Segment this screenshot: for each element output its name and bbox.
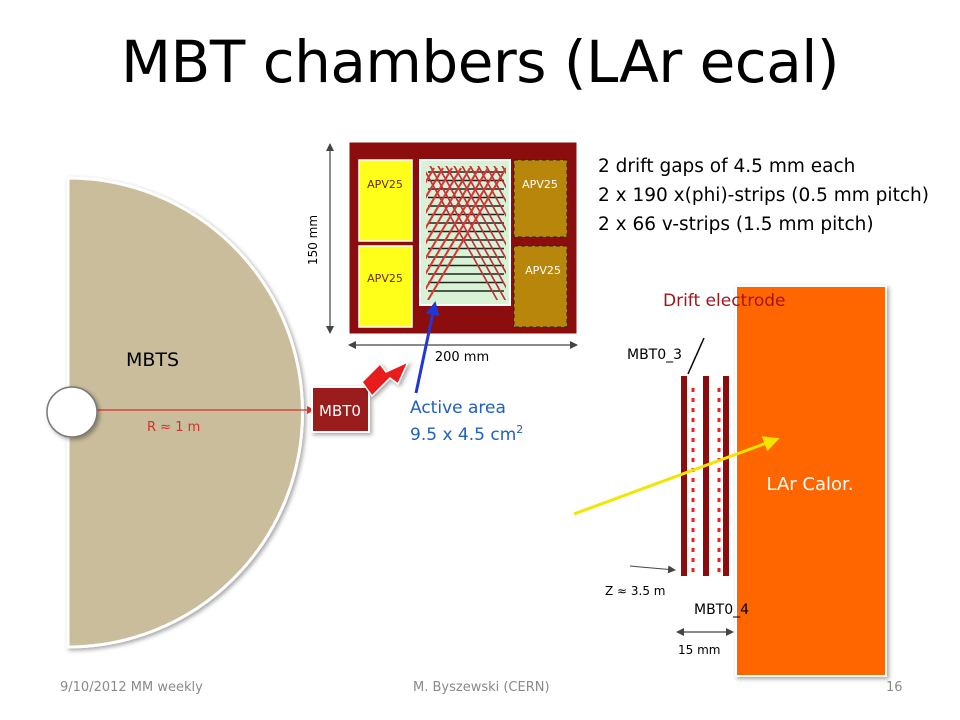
z-position-pointer bbox=[629, 565, 676, 574]
mbt0-label: MBT0 bbox=[319, 402, 361, 420]
mbt0-3-pointer bbox=[687, 337, 705, 375]
apv25-chip-top-left bbox=[358, 159, 413, 242]
mbt0-4-label: MBT0_4 bbox=[694, 602, 749, 618]
mbts-disk bbox=[66, 176, 304, 649]
beam-pipe-circle bbox=[46, 386, 98, 438]
mbt0-4-plate bbox=[723, 376, 729, 576]
apv25-chip-top-right bbox=[513, 159, 568, 238]
apv25-label-top-right: APV25 bbox=[522, 178, 558, 191]
readout-strips bbox=[426, 166, 506, 300]
v-strip bbox=[426, 167, 444, 199]
drift-electrode-label: Drift electrode bbox=[663, 291, 785, 311]
z-position-label: Z ≈ 3.5 m bbox=[605, 584, 666, 598]
mbt0-3-plate-inner bbox=[703, 376, 709, 576]
active-area-label: Active area bbox=[410, 398, 506, 418]
v-strip bbox=[485, 166, 506, 203]
gap-dimension-label: 15 mm bbox=[678, 643, 720, 657]
lar-calorimeter bbox=[735, 285, 887, 677]
footer-author: M. Byszewski (CERN) bbox=[413, 680, 550, 695]
v-strip bbox=[426, 167, 453, 214]
apv25-label-top-left: APV25 bbox=[367, 178, 403, 191]
mbt0-3-plate-outer bbox=[681, 376, 687, 576]
radius-label: R ≈ 1 m bbox=[147, 420, 200, 435]
v-strip bbox=[493, 166, 506, 189]
slide-title: MBT chambers (LAr ecal) bbox=[121, 28, 839, 96]
chamber-specs: 2 drift gaps of 4.5 mm each 2 x 190 x(ph… bbox=[598, 152, 929, 239]
v-strip bbox=[426, 167, 462, 230]
v-strip bbox=[426, 167, 471, 245]
red-pointer-arrow bbox=[361, 360, 410, 398]
apv25-chip-bottom-right bbox=[513, 245, 568, 328]
spec-line-2: 2 x 190 x(phi)-strips (0.5 mm pitch) bbox=[598, 185, 929, 206]
height-dimension-label: 150 mm bbox=[306, 215, 320, 265]
v-strip bbox=[469, 166, 506, 232]
lar-calorimeter-label: LAr Calor. bbox=[767, 474, 854, 495]
v-strip bbox=[426, 167, 489, 275]
apv25-label-bottom-left: APV25 bbox=[367, 272, 403, 285]
v-strip bbox=[427, 167, 506, 300]
spec-line-3: 2 x 66 v-strips (1.5 mm pitch) bbox=[598, 214, 874, 235]
mbt0-box bbox=[311, 386, 370, 433]
mbt0-3-label: MBT0_3 bbox=[627, 347, 682, 363]
apv25-chip-bottom-left bbox=[358, 245, 413, 328]
v-strip bbox=[426, 167, 498, 291]
mbts-label: MBTS bbox=[126, 349, 179, 371]
v-strip bbox=[461, 166, 506, 246]
active-area-value: 9.5 x 4.5 cm2 bbox=[410, 423, 523, 445]
spec-line-1: 2 drift gaps of 4.5 mm each bbox=[598, 156, 856, 177]
footer-page-number: 16 bbox=[886, 680, 903, 695]
particle-ray bbox=[573, 436, 780, 516]
v-strip bbox=[426, 167, 480, 260]
active-area-arrow bbox=[414, 301, 440, 394]
v-strip bbox=[453, 166, 506, 261]
width-dimension-label: 200 mm bbox=[435, 350, 489, 365]
apv25-label-bottom-right: APV25 bbox=[525, 264, 561, 277]
footer-date: 9/10/2012 MM weekly bbox=[60, 680, 203, 695]
v-strip bbox=[445, 166, 506, 275]
v-strip bbox=[477, 166, 506, 218]
